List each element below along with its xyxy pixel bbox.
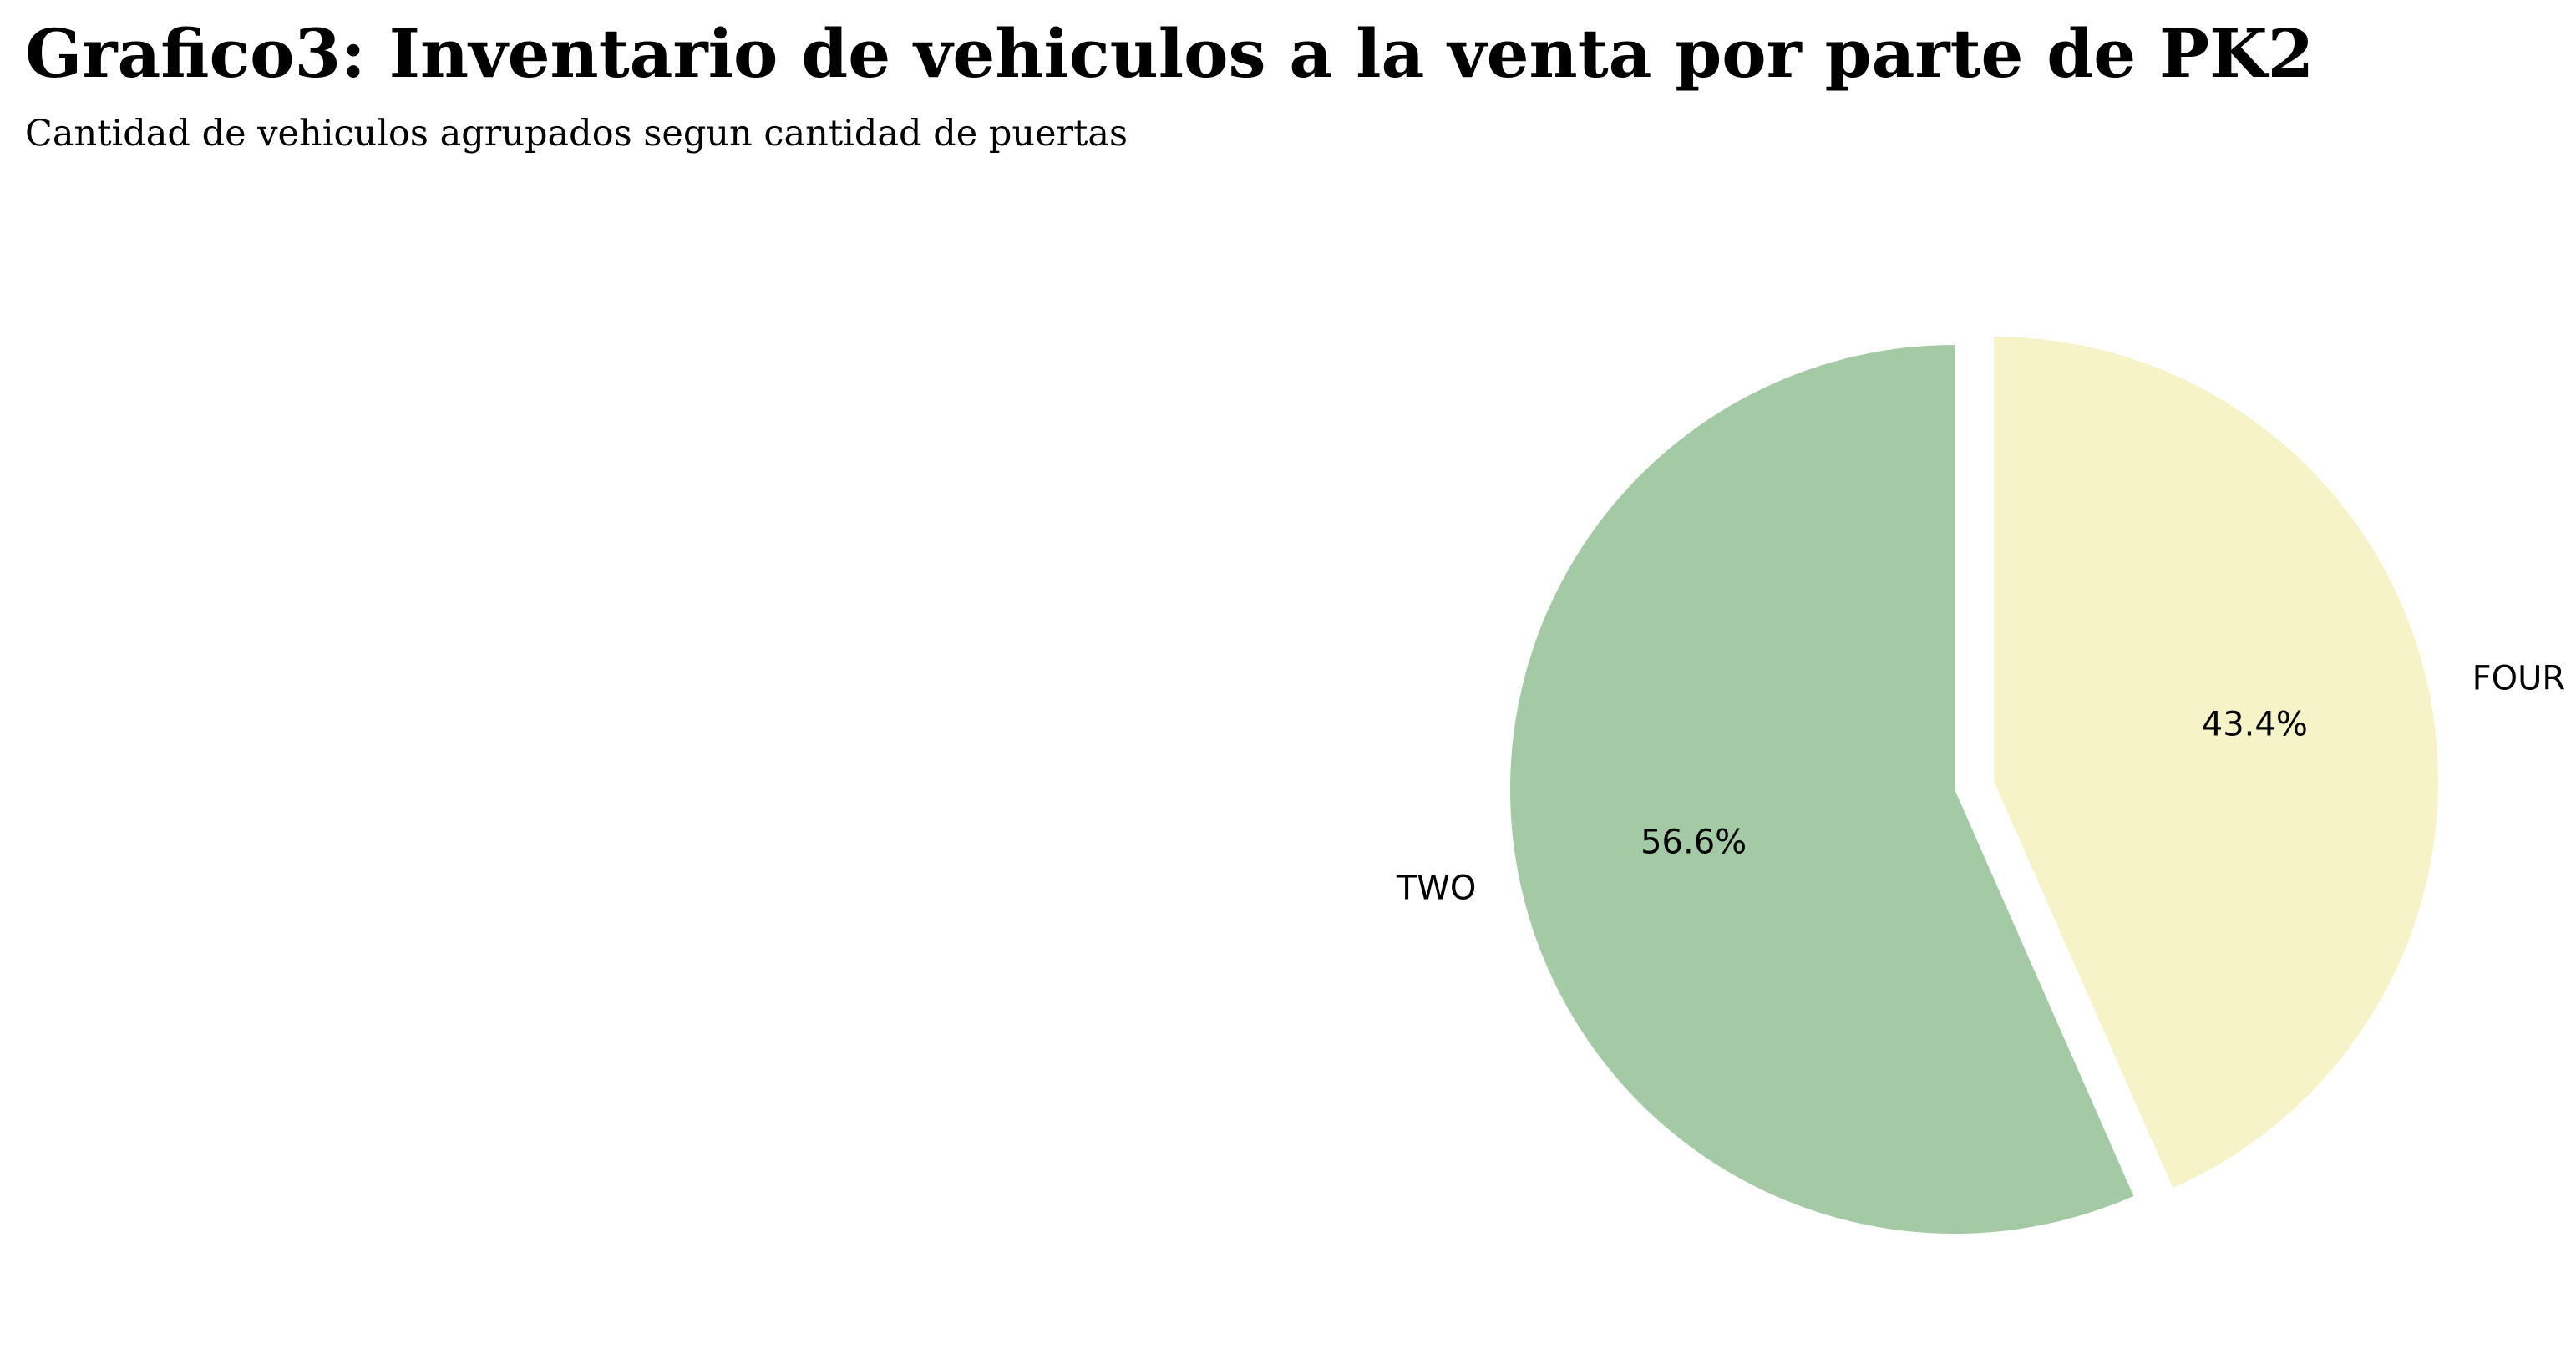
pie-labels: TWO 56.6% FOUR 43.4% — [1396, 660, 2565, 908]
slice-label-four: FOUR — [2472, 660, 2566, 698]
percent-label-two: 56.6% — [1640, 824, 1747, 862]
pie-slice-two — [1510, 345, 2134, 1234]
slice-label-two: TWO — [1396, 869, 1476, 907]
chart-subtitle: Cantidad de vehiculos agrupados segun ca… — [25, 113, 1128, 155]
pie-slice-four — [1993, 337, 2438, 1189]
percent-label-four: 43.4% — [2202, 705, 2308, 743]
pie-slices — [1510, 337, 2438, 1234]
chart-title: Grafico3: Inventario de vehiculos a la v… — [25, 14, 2315, 93]
